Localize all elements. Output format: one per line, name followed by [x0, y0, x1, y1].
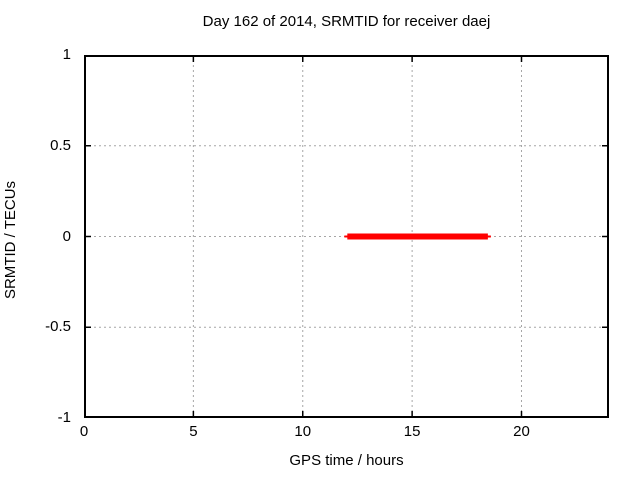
plot-area: [84, 55, 609, 418]
chart-title: Day 162 of 2014, SRMTID for receiver dae…: [202, 13, 491, 30]
y-tick-label: 0.5: [50, 136, 71, 154]
plot-border: [84, 55, 609, 418]
x-tick-label: 20: [513, 423, 530, 440]
x-tick-label: 5: [189, 423, 198, 440]
x-tick-label: 10: [294, 423, 312, 440]
plot-svg: [84, 55, 609, 418]
x-axis-label: GPS time / hours: [289, 452, 404, 469]
y-tick-label: -1: [57, 409, 71, 426]
y-tick-label: 0: [62, 227, 71, 245]
x-tick-label: 15: [403, 423, 421, 440]
y-tick-label: -0.5: [45, 318, 71, 336]
y-tick-label: 1: [62, 46, 71, 63]
x-tick-label: 0: [79, 423, 89, 440]
